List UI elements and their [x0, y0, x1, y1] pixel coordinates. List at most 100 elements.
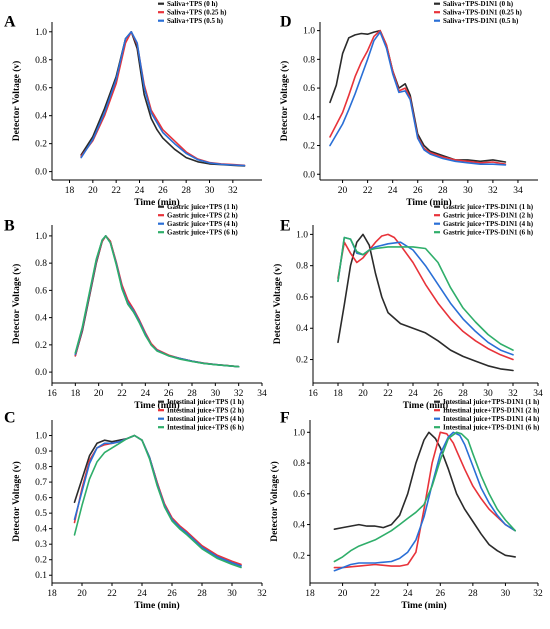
legend-label: Intestinal juice+TPS-D1N1 (4 h) [443, 415, 540, 423]
legend-label: Saliva+TPS-D1N1 (0.5 h) [443, 17, 519, 25]
legend-label: Gastric juice+TPS-D1N1 (2 h) [443, 212, 534, 220]
legend-label: Intestinal juice+TPS (6 h) [167, 424, 245, 432]
x-tick-label: 20 [88, 186, 98, 196]
x-axis-title: Time (min) [401, 600, 446, 611]
legend-label: Gastric juice+TPS (2 h) [167, 212, 238, 220]
x-tick-label: 32 [257, 589, 267, 599]
x-tick-label: 30 [205, 186, 215, 196]
x-tick-label: 32 [228, 186, 238, 196]
legend-label: Gastric juice+TPS (4 h) [167, 220, 238, 228]
y-tick-label: 0.2 [35, 140, 47, 150]
x-tick-label: 24 [388, 186, 398, 196]
legend-label: Intestinal juice+TPS (2 h) [167, 407, 245, 415]
x-tick-label: 32 [533, 589, 543, 599]
x-axis-title: Time (min) [406, 197, 451, 208]
panel-f: F 18 20 22 24 26 28 30 32 0.2 0.4 0.6 0.8 1.0 Time (mi… [269, 398, 543, 611]
y-tick-label: 0.6 [35, 286, 47, 296]
panel-e: E 16 18 20 22 24 26 28 30 32 34 0.2 0.4 0.6 0.8 1.0 Time… [272, 203, 543, 411]
y-axis-title: Detector Voltage (v) [272, 264, 283, 345]
x-tick-label: 26 [167, 589, 177, 599]
y-tick-label: 0.6 [35, 494, 47, 504]
legend-label: Gastric juice+TPS (1 h) [167, 203, 238, 211]
series-line-3 [80, 31, 246, 167]
y-tick-label: 0.0 [35, 368, 47, 378]
series-line-1 [337, 233, 514, 372]
x-axis-title: Time (min) [134, 600, 179, 611]
legend-label: Intestinal juice+TPS-D1N1 (1 h) [443, 398, 540, 406]
y-tick-label: 0.3 [35, 540, 47, 550]
x-tick-label: 22 [363, 186, 373, 196]
x-tick-label: 28 [458, 389, 468, 399]
series-line-4 [73, 434, 242, 569]
x-tick-label: 26 [433, 389, 443, 399]
series-line-1 [74, 235, 240, 368]
x-tick-label: 16 [47, 389, 57, 399]
x-axis-title: Time (min) [403, 400, 448, 411]
x-tick-label: 20 [358, 389, 368, 399]
series-line-2 [333, 431, 516, 569]
y-tick-label: 0.4 [35, 314, 47, 324]
x-tick-label: 28 [181, 186, 191, 196]
series-line-2 [73, 434, 242, 566]
panel-letter: A [4, 13, 16, 30]
panel-letter: B [4, 217, 15, 234]
x-tick-label: 32 [508, 389, 518, 399]
series-line-1 [333, 431, 516, 558]
legend-label: Gastric juice+TPS (6 h) [167, 229, 238, 237]
y-tick-label: 0.6 [293, 490, 305, 500]
legend-label: Intestinal juice+TPS-D1N1 (6 h) [443, 424, 540, 432]
x-tick-label: 24 [137, 589, 147, 599]
x-tick-label: 20 [338, 589, 348, 599]
y-tick-label: 0.9 [35, 447, 47, 457]
panel-letter: F [280, 409, 290, 426]
x-axis-title: Time (min) [134, 400, 179, 411]
y-tick-label: 0.8 [293, 459, 305, 469]
legend-label: Gastric juice+TPS-D1N1 (4 h) [443, 220, 534, 228]
y-tick-label: 0.2 [35, 341, 47, 351]
y-tick-label: 0.1 [35, 571, 47, 581]
y-tick-label: 0.6 [303, 84, 315, 94]
y-tick-label: 0.4 [303, 113, 315, 123]
y-tick-label: 0.2 [303, 142, 315, 152]
series-line-3 [333, 431, 516, 572]
series-line-3 [329, 31, 507, 166]
x-axis-title: Time (min) [134, 197, 179, 208]
x-tick-label: 26 [158, 186, 168, 196]
legend-label: Saliva+TPS-D1N1 (0 h) [443, 0, 514, 8]
x-tick-label: 24 [141, 389, 151, 399]
x-tick-label: 20 [94, 389, 104, 399]
x-tick-label: 26 [413, 186, 423, 196]
legend-label: Saliva+TPS (0 h) [167, 0, 218, 8]
y-tick-label: 0.2 [35, 556, 47, 566]
series-line-2 [329, 29, 507, 165]
y-tick-label: 0.8 [296, 262, 308, 272]
x-tick-label: 28 [197, 589, 207, 599]
y-tick-label: 0.5 [35, 509, 47, 519]
x-tick-label: 30 [227, 589, 237, 599]
x-tick-label: 20 [338, 186, 348, 196]
legend-label: Intestinal juice+TPS-D1N1 (2 h) [443, 407, 540, 415]
x-tick-label: 18 [65, 186, 75, 196]
y-tick-label: 0.4 [35, 112, 47, 122]
series-line-4 [337, 236, 514, 351]
panel-letter: E [280, 217, 291, 234]
x-tick-label: 22 [370, 589, 380, 599]
panel-letter: C [4, 409, 16, 426]
y-tick-label: 1.0 [293, 428, 305, 438]
x-tick-label: 26 [436, 589, 446, 599]
x-tick-label: 30 [463, 186, 473, 196]
y-tick-label: 0.4 [293, 521, 305, 531]
series-line-2 [80, 31, 246, 167]
series-line-3 [73, 434, 242, 567]
panel-c: C 18 20 22 24 26 28 30 32 0.1 0.2 0.3 0.4 0.5 0.6 0.7 0.… [4, 398, 267, 611]
x-tick-label: 22 [107, 589, 117, 599]
x-tick-label: 28 [187, 389, 197, 399]
panel-b: B 16 18 20 22 24 26 28 30 32 34 0.0 0.2 0.4 0.6 0.8 1.0 T… [4, 203, 267, 411]
x-tick-label: 22 [117, 389, 127, 399]
x-tick-label: 24 [403, 589, 413, 599]
y-tick-label: 0.2 [293, 551, 305, 561]
y-tick-label: 0.0 [303, 170, 315, 180]
panel-letter: D [280, 13, 292, 30]
x-tick-label: 28 [468, 589, 478, 599]
x-tick-label: 28 [438, 186, 448, 196]
